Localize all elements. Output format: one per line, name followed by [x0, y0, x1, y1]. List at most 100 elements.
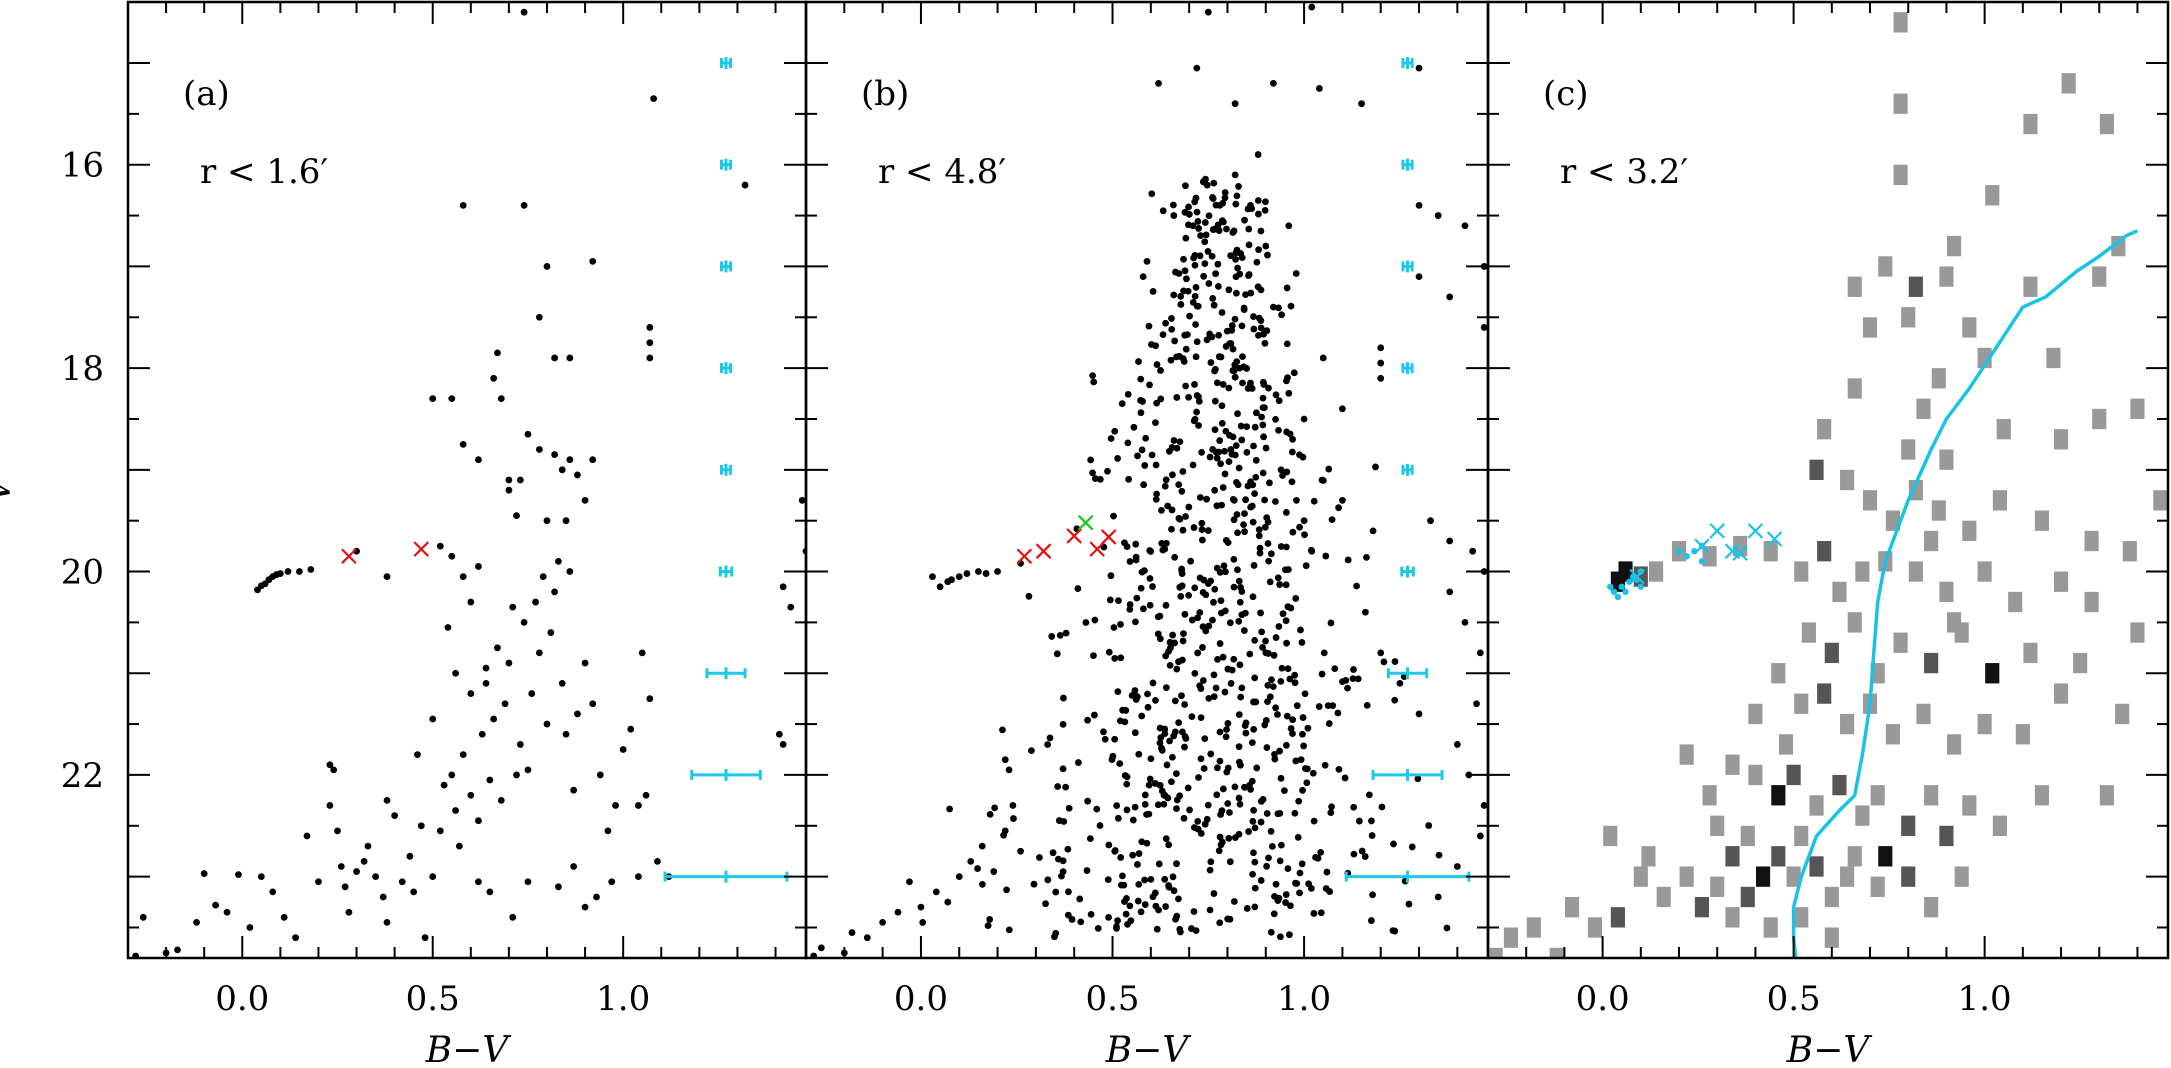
star-point [1207, 359, 1215, 366]
star-point [1283, 340, 1291, 348]
star-point [1391, 696, 1399, 704]
star-point [1341, 774, 1349, 782]
star-point [383, 573, 391, 581]
star-point [1267, 928, 1275, 936]
star-point [1188, 713, 1196, 720]
star-point [1140, 605, 1147, 613]
error-bar [719, 158, 733, 171]
star-point [1149, 893, 1157, 901]
star-point [1344, 684, 1351, 692]
star-point [1117, 620, 1124, 628]
heatmap-cell [1985, 663, 2000, 684]
star-point [1126, 902, 1134, 910]
star-point [1310, 910, 1318, 917]
star-point [1361, 608, 1369, 616]
star-point [1223, 726, 1230, 733]
star-point [1052, 929, 1060, 937]
star-point [1327, 619, 1335, 627]
heatmap-cell [1992, 815, 2007, 836]
panel-a: 0.0 0.5 1.0 16 18 20 22 B−V (a) r < 1.6′ [61, 0, 808, 1068]
star-point [1264, 251, 1271, 259]
star-point [516, 476, 524, 484]
star-point [1163, 761, 1171, 769]
star-point [429, 873, 437, 881]
star-point [1119, 872, 1126, 880]
star-point [1157, 395, 1165, 403]
star-point [1168, 525, 1175, 533]
star-point [1270, 651, 1278, 659]
x-tick-label: 1.0 [1277, 979, 1331, 1019]
heatmap-cell [1694, 896, 1709, 918]
star-point [1299, 453, 1307, 461]
heatmap-cell [1931, 368, 1946, 389]
star-point [1254, 197, 1262, 204]
star-point [1177, 301, 1185, 308]
red-cross-marker [1089, 541, 1105, 557]
star-point [589, 257, 597, 265]
star-point [1282, 741, 1290, 749]
star-point [1160, 800, 1168, 808]
star-point [478, 730, 486, 738]
star-point [1226, 809, 1233, 816]
star-point [1152, 461, 1160, 469]
star-point [1217, 460, 1224, 468]
star-point [1161, 545, 1169, 553]
heatmap-cell [2073, 652, 2088, 674]
star-point [1261, 523, 1269, 531]
star-point [1211, 397, 1219, 405]
star-point [539, 573, 547, 581]
star-point [1323, 868, 1331, 876]
isochrone-line [1791, 229, 2139, 958]
star-point [1255, 532, 1263, 540]
star-point [1166, 638, 1174, 646]
star-point [1258, 413, 1265, 421]
star-point [1131, 803, 1139, 811]
star-point [1275, 397, 1283, 405]
star-point [1116, 760, 1124, 768]
star-point [1126, 558, 1134, 565]
star-point [482, 664, 490, 672]
star-point [1282, 899, 1289, 906]
star-point [1253, 258, 1261, 266]
star-point [1193, 64, 1201, 72]
star-point [1158, 506, 1165, 514]
star-point [246, 924, 254, 931]
star-point [1265, 854, 1272, 862]
star-point [1247, 786, 1254, 793]
star-point [1322, 552, 1330, 560]
star-point [1261, 404, 1268, 412]
star-point [490, 374, 498, 382]
star-point [1162, 319, 1169, 327]
star-point [1200, 576, 1208, 584]
star-point [1204, 8, 1212, 16]
star-point [1182, 182, 1189, 190]
star-point [1272, 415, 1279, 423]
star-point [520, 202, 528, 209]
star-point [1138, 712, 1146, 720]
hb-star-point [284, 568, 292, 575]
star-point [608, 878, 616, 886]
star-point [1230, 655, 1238, 663]
star-point [984, 922, 992, 930]
red-cross-marker [1100, 529, 1117, 545]
star-point [353, 868, 360, 875]
star-point [1415, 273, 1423, 280]
star-point [1377, 374, 1385, 382]
star-point [1335, 765, 1343, 773]
star-point [269, 888, 277, 896]
error-bar [1344, 870, 1471, 883]
star-point [1182, 513, 1189, 520]
heatmap-cell [1549, 947, 1564, 958]
star-point [1204, 801, 1212, 809]
star-point [1264, 518, 1272, 526]
star-point [1122, 910, 1130, 918]
star-point [1259, 796, 1267, 803]
error-bar [719, 463, 733, 476]
star-point [1181, 267, 1189, 275]
star-point [1254, 331, 1262, 339]
heatmap-cell [1488, 947, 1503, 958]
star-point [990, 868, 998, 875]
star-point [1221, 607, 1229, 615]
star-point [1443, 924, 1451, 932]
star-point [1282, 891, 1290, 898]
